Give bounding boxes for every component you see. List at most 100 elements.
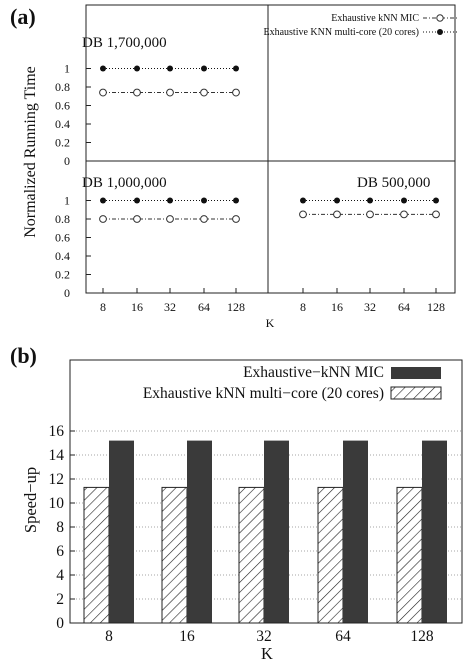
bar-mic bbox=[187, 440, 212, 623]
legend-b: Exhaustive−kNN MIC Exhaustive kNN multi−… bbox=[143, 364, 442, 402]
chart-a: 0 0.2 0.4 0.6 0.8 1 0 0.2 0.4 0.6 0.8 1 8 16 32 64 128 8 1… bbox=[55, 4, 456, 314]
y-tick-label-b: 0 bbox=[56, 615, 64, 632]
bar-mic bbox=[422, 440, 447, 623]
point-multicore bbox=[100, 197, 106, 204]
point-mic bbox=[133, 215, 141, 223]
x-tick-label-a: 32 bbox=[364, 300, 376, 314]
legend-a-multicore-marker bbox=[437, 29, 443, 35]
point-mic bbox=[166, 215, 174, 223]
point-multicore bbox=[334, 197, 340, 204]
y-tick-label-bottom: 0.2 bbox=[55, 268, 70, 282]
point-multicore bbox=[233, 197, 239, 204]
bar-multicore bbox=[317, 486, 344, 624]
y-tick-label-top: 0.2 bbox=[55, 136, 70, 150]
panel-b-label: (b) bbox=[10, 343, 37, 368]
y-axis-title-b: Speed−up bbox=[21, 467, 40, 533]
y-tick-label-b: 16 bbox=[49, 423, 65, 440]
point-multicore bbox=[167, 197, 173, 204]
y-tick-label-bottom: 0 bbox=[64, 286, 70, 300]
x-tick-label-b: 128 bbox=[410, 628, 434, 645]
y-tick-label-top: 0.4 bbox=[55, 117, 70, 131]
x-tick-label-b: 32 bbox=[256, 628, 272, 645]
x-tick-label-a: 128 bbox=[427, 300, 445, 314]
point-multicore bbox=[167, 65, 173, 72]
point-multicore bbox=[401, 197, 407, 204]
x-tick-label-a: 128 bbox=[227, 300, 245, 314]
legend-a-mic-marker bbox=[436, 14, 444, 22]
x-axis-title-b: K bbox=[261, 644, 273, 663]
point-mic bbox=[99, 88, 107, 97]
point-mic bbox=[432, 210, 440, 219]
x-tick-label-b: 64 bbox=[335, 628, 351, 645]
point-mic bbox=[133, 88, 141, 97]
bar-mic bbox=[264, 440, 289, 623]
y-tick-label-bottom: 1 bbox=[64, 194, 70, 208]
legend-b-mic-swatch bbox=[391, 367, 441, 379]
x-tick-label-b: 16 bbox=[179, 628, 195, 645]
y-tick-label-b: 4 bbox=[56, 567, 64, 584]
y-tick-label-bottom: 0.4 bbox=[55, 249, 70, 263]
db-label-1000000: DB 1,000,000 bbox=[82, 175, 167, 191]
legend-a: Exhaustive kNN MIC Exhaustive KNN multi-… bbox=[263, 13, 458, 38]
legend-b-multicore-label: Exhaustive kNN multi−core (20 cores) bbox=[143, 385, 384, 402]
y-tick-label-b: 12 bbox=[49, 471, 65, 488]
y-tick-label-top: 0 bbox=[64, 154, 70, 168]
x-tick-label-a: 32 bbox=[164, 300, 176, 314]
point-mic bbox=[366, 210, 374, 219]
point-mic bbox=[299, 210, 307, 219]
chart-b: 0 2 4 6 8 10 12 14 16 8 16 32 64 128 bbox=[49, 359, 463, 645]
y-tick-label-b: 8 bbox=[56, 519, 64, 536]
point-multicore bbox=[201, 197, 207, 204]
legend-a-multicore-label: Exhaustive KNN multi-core (20 cores) bbox=[263, 27, 419, 38]
point-mic bbox=[333, 210, 341, 219]
legend-b-multicore-swatch bbox=[390, 386, 442, 400]
x-tick-label-a: 8 bbox=[100, 300, 106, 314]
x-tick-label-a: 64 bbox=[398, 300, 410, 314]
db-label-500000: DB 500,000 bbox=[357, 175, 430, 191]
point-multicore bbox=[300, 197, 306, 204]
point-mic bbox=[232, 88, 240, 97]
y-axis-title-a: Normalized Running Time bbox=[22, 66, 39, 238]
x-tick-label-a: 8 bbox=[300, 300, 306, 314]
bar-mic bbox=[109, 440, 134, 623]
y-tick-label-b: 2 bbox=[56, 591, 64, 608]
x-tick-label-a: 16 bbox=[331, 300, 343, 314]
point-multicore bbox=[367, 197, 373, 204]
y-tick-label-bottom: 0.8 bbox=[55, 212, 70, 226]
point-mic bbox=[200, 215, 208, 223]
plot-frame-a bbox=[85, 4, 456, 294]
panel-a-label: (a) bbox=[10, 4, 36, 29]
x-tick-label-a: 16 bbox=[131, 300, 143, 314]
y-tick-label-top: 0.8 bbox=[55, 80, 70, 94]
y-tick-label-b: 14 bbox=[49, 447, 65, 464]
bar-mic bbox=[343, 440, 368, 623]
point-mic bbox=[232, 215, 240, 223]
point-multicore bbox=[433, 197, 439, 204]
point-multicore bbox=[100, 65, 106, 72]
legend-b-mic-label: Exhaustive−kNN MIC bbox=[243, 364, 384, 381]
y-tick-label-top: 0.6 bbox=[55, 99, 70, 113]
point-mic bbox=[166, 88, 174, 97]
point-mic bbox=[200, 88, 208, 97]
legend-a-mic-label: Exhaustive kNN MIC bbox=[331, 13, 419, 24]
bar-multicore bbox=[83, 486, 110, 624]
x-tick-label-a: 64 bbox=[198, 300, 210, 314]
y-tick-label-b: 6 bbox=[56, 543, 64, 560]
x-tick-label-b: 8 bbox=[105, 628, 113, 645]
bar-multicore bbox=[396, 486, 423, 624]
point-multicore bbox=[233, 65, 239, 72]
plot-frame-b bbox=[69, 359, 463, 624]
bar-multicore bbox=[161, 486, 188, 624]
y-tick-label-bottom: 0.6 bbox=[55, 231, 70, 245]
point-mic bbox=[400, 210, 408, 219]
y-tick-label-b: 10 bbox=[49, 495, 65, 512]
point-mic bbox=[99, 215, 107, 223]
point-multicore bbox=[201, 65, 207, 72]
bar-multicore bbox=[238, 486, 265, 624]
x-axis-title-a: K bbox=[266, 316, 275, 330]
y-tick-label-top: 1 bbox=[64, 62, 70, 76]
point-multicore bbox=[134, 197, 140, 204]
point-multicore bbox=[134, 65, 140, 72]
db-label-1700000: DB 1,700,000 bbox=[82, 35, 167, 51]
